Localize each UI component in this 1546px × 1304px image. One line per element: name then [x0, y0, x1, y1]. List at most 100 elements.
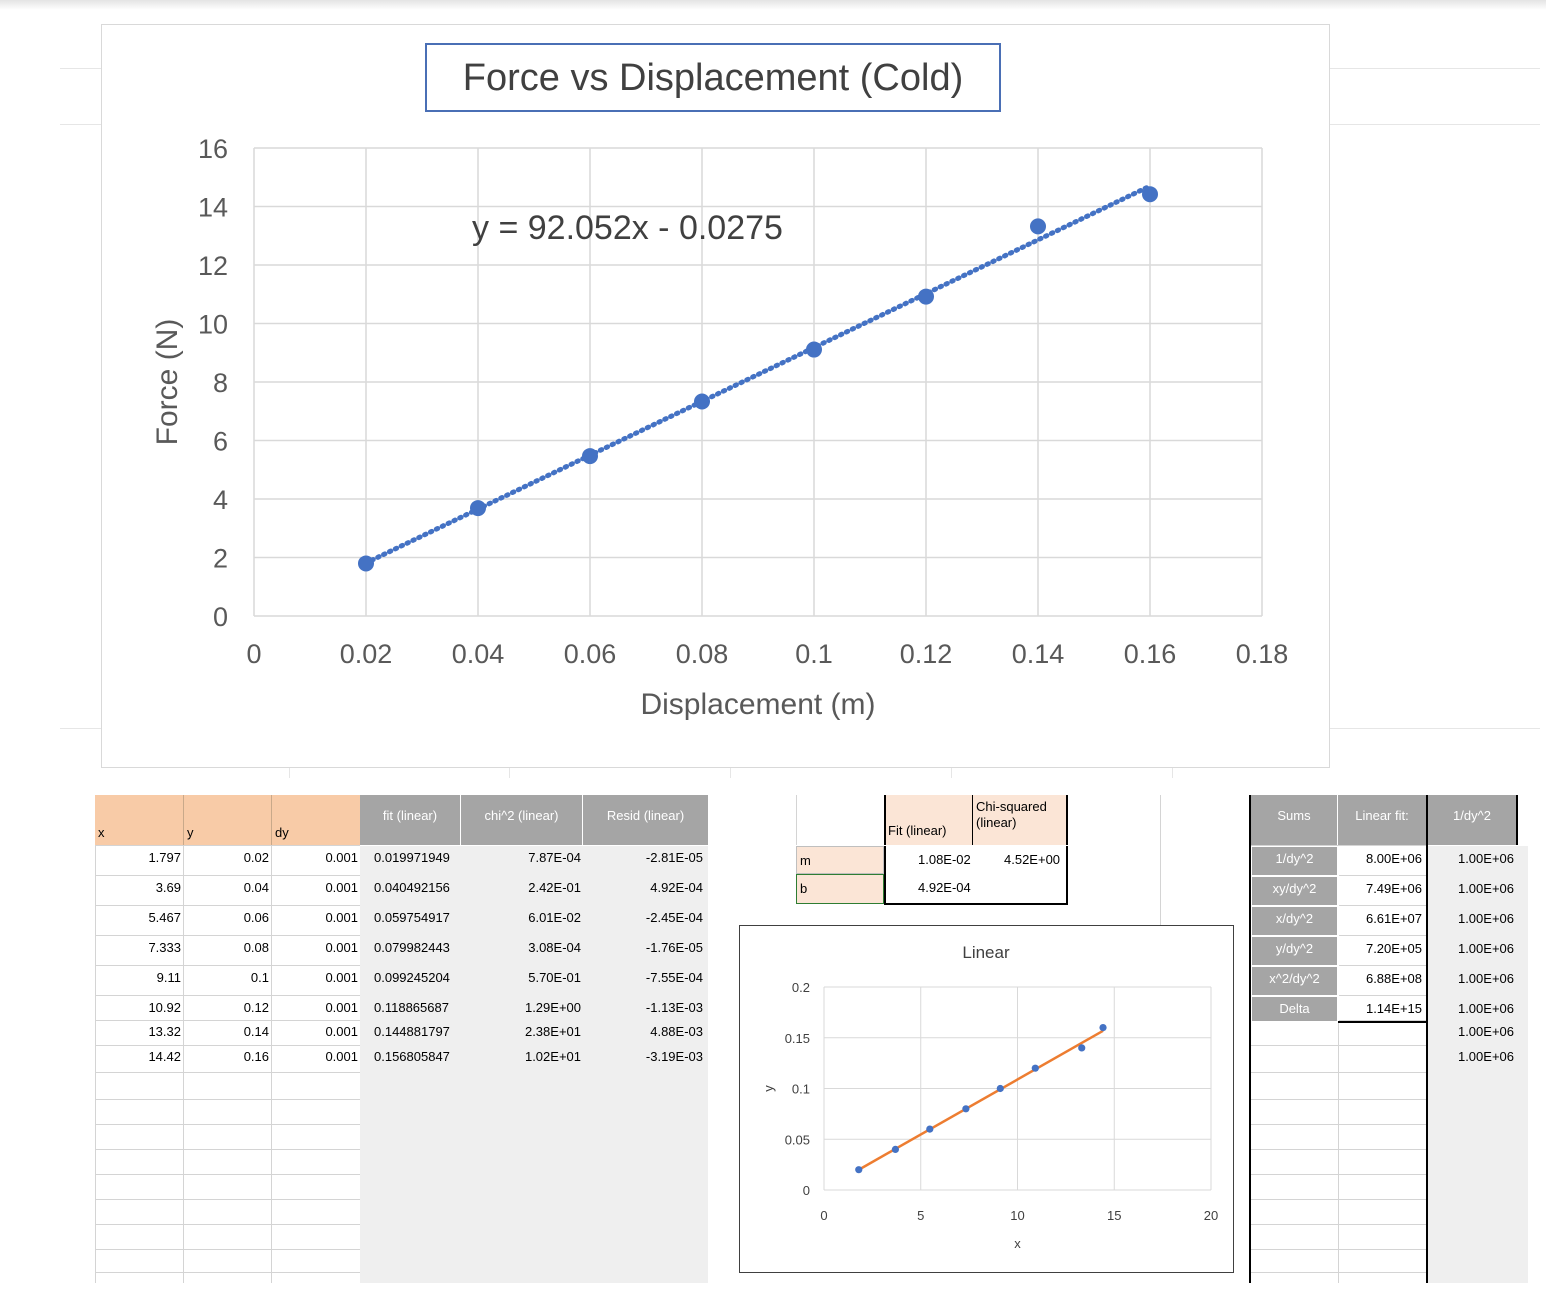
- cell-resid[interactable]: -1.13E-03: [645, 1000, 703, 1015]
- cell-fit[interactable]: 0.118865687: [374, 1000, 449, 1015]
- cell-y[interactable]: 0.06: [243, 910, 269, 925]
- sums-row-label[interactable]: x/dy^2: [1251, 906, 1338, 936]
- y-tick-label: 0.05: [785, 1132, 810, 1147]
- cell-dy[interactable]: 0.001: [325, 850, 358, 865]
- cell-x[interactable]: 1.797: [148, 850, 181, 865]
- inv-dy2-value[interactable]: 1.00E+06: [1457, 1049, 1514, 1064]
- sums-row-label[interactable]: Delta: [1251, 996, 1338, 1022]
- x-tick-label: 0.16: [1124, 639, 1177, 669]
- chart-title[interactable]: Force vs Displacement (Cold): [425, 43, 1001, 112]
- x-tick-label: 20: [1204, 1208, 1218, 1223]
- cell-dy[interactable]: 0.001: [325, 970, 358, 985]
- gray-fill-area: [360, 846, 708, 1283]
- header-resid[interactable]: Resid (linear): [583, 795, 708, 845]
- fit-m-value[interactable]: 1.08E-02: [884, 846, 972, 874]
- cell-chi2[interactable]: 1.29E+00: [524, 1000, 581, 1015]
- cell-fit[interactable]: 0.019971949: [374, 850, 450, 865]
- cell-dy[interactable]: 0.001: [325, 1049, 358, 1064]
- cell-chi2[interactable]: 3.08E-04: [528, 940, 581, 955]
- inv-dy2-value[interactable]: 1.00E+06: [1457, 1024, 1514, 1039]
- sums-header[interactable]: Sums: [1251, 795, 1338, 845]
- row-gridline: [95, 935, 360, 936]
- sums-row-value[interactable]: 7.20E+05: [1365, 941, 1422, 956]
- cell-fit[interactable]: 0.059754917: [374, 910, 450, 925]
- cell-fit[interactable]: 0.144881797: [374, 1024, 450, 1039]
- header-dy[interactable]: dy: [271, 795, 360, 845]
- sums-row-value[interactable]: 6.61E+07: [1365, 911, 1422, 926]
- header-fit[interactable]: fit (linear): [360, 795, 461, 845]
- cell-y[interactable]: 0.12: [243, 1000, 269, 1015]
- inv-dy2-value[interactable]: 1.00E+06: [1457, 941, 1514, 956]
- sums-row-value[interactable]: 6.88E+08: [1365, 971, 1422, 986]
- param-m-label[interactable]: m: [796, 846, 884, 874]
- cell-resid[interactable]: -2.81E-05: [645, 850, 703, 865]
- cell-x[interactable]: 5.467: [148, 910, 181, 925]
- inv-dy2-header[interactable]: 1/dy^2: [1428, 795, 1516, 845]
- cell-resid[interactable]: 4.92E-04: [650, 880, 703, 895]
- cell-y[interactable]: 0.08: [243, 940, 269, 955]
- cell-chi2[interactable]: 1.02E+01: [524, 1049, 581, 1064]
- sums-row-value[interactable]: 1.14E+15: [1365, 1001, 1422, 1016]
- cell-fit[interactable]: 0.099245204: [374, 970, 450, 985]
- cell-chi2[interactable]: 6.01E-02: [528, 910, 581, 925]
- cell-chi2[interactable]: 2.38E+01: [524, 1024, 581, 1039]
- cell-fit[interactable]: 0.079982443: [374, 940, 450, 955]
- linear-fit-header[interactable]: Linear fit:: [1338, 795, 1426, 845]
- cell-resid[interactable]: -7.55E-04: [645, 970, 703, 985]
- sums-row-label[interactable]: y/dy^2: [1251, 936, 1338, 966]
- chi-empty[interactable]: [972, 874, 1068, 904]
- cell-fit[interactable]: 0.156805847: [374, 1049, 450, 1064]
- cell-y[interactable]: 0.14: [243, 1024, 269, 1039]
- cell-resid[interactable]: -1.76E-05: [645, 940, 703, 955]
- cell-dy[interactable]: 0.001: [325, 910, 358, 925]
- chi-squared-header[interactable]: Chi-squared (linear): [972, 795, 1068, 845]
- inv-dy2-value[interactable]: 1.00E+06: [1457, 1001, 1514, 1016]
- cell-chi2[interactable]: 7.87E-04: [528, 850, 581, 865]
- cell-fit[interactable]: 0.040492156: [374, 880, 450, 895]
- linear-chart[interactable]: Linear 0 0.05 0.1 0.15 0.2 0 5 10 15 20 x y: [739, 925, 1234, 1273]
- header-chi2[interactable]: chi^2 (linear): [461, 795, 583, 845]
- cell-x[interactable]: 13.32: [148, 1024, 181, 1039]
- inv-dy2-value[interactable]: 1.00E+06: [1457, 971, 1514, 986]
- sums-row-value[interactable]: 8.00E+06: [1365, 851, 1422, 866]
- cell-y[interactable]: 0.1: [250, 970, 269, 985]
- sums-row-label[interactable]: x^2/dy^2: [1251, 966, 1338, 996]
- cell-x[interactable]: 7.333: [148, 940, 181, 955]
- header-y[interactable]: y: [183, 795, 271, 845]
- row-gridline: [1251, 1099, 1427, 1100]
- sums-row-value[interactable]: 7.49E+06: [1365, 881, 1422, 896]
- cell-y[interactable]: 0.02: [243, 850, 269, 865]
- cell-dy[interactable]: 0.001: [325, 1024, 358, 1039]
- sums-row-label[interactable]: 1/dy^2: [1251, 846, 1338, 876]
- header-x[interactable]: x: [95, 795, 183, 845]
- trendline: [363, 183, 1153, 566]
- chi-value[interactable]: 4.52E+00: [972, 846, 1068, 874]
- cell-x[interactable]: 9.11: [156, 970, 181, 985]
- cell-x[interactable]: 3.69: [155, 880, 181, 895]
- cell-dy[interactable]: 0.001: [325, 1000, 358, 1015]
- col-gridline: [1338, 1023, 1339, 1283]
- sums-row-label[interactable]: xy/dy^2: [1251, 876, 1338, 906]
- cell-dy[interactable]: 0.001: [325, 880, 358, 895]
- cell-chi2[interactable]: 5.70E-01: [528, 970, 581, 985]
- cell-chi2[interactable]: 2.42E-01: [528, 880, 581, 895]
- cell-resid[interactable]: 4.88E-03: [650, 1024, 703, 1039]
- fit-header[interactable]: Fit (linear): [884, 795, 972, 845]
- inv-dy2-value[interactable]: 1.00E+06: [1457, 881, 1514, 896]
- data-point: [1142, 186, 1158, 203]
- x-tick-label: 0: [820, 1208, 827, 1223]
- fit-b-value[interactable]: 4.92E-04: [884, 874, 972, 904]
- x-tick-label: 0.08: [676, 639, 729, 669]
- cell-x[interactable]: 10.92: [148, 1000, 181, 1015]
- cell-y[interactable]: 0.04: [243, 880, 269, 895]
- force-displacement-chart[interactable]: 0 2 4 6 8 10 12 14 16 0 0.02 0.04 0.06 0.08 0.1 0.12 0.1…: [101, 24, 1330, 768]
- cell-resid[interactable]: -3.19E-03: [645, 1049, 703, 1064]
- cell-y[interactable]: 0.16: [243, 1049, 269, 1064]
- row-gridline: [95, 1072, 360, 1073]
- cell-x[interactable]: 14.42: [148, 1049, 181, 1064]
- cell-resid[interactable]: -2.45E-04: [645, 910, 703, 925]
- param-b-label[interactable]: b: [796, 874, 884, 904]
- cell-dy[interactable]: 0.001: [325, 940, 358, 955]
- inv-dy2-value[interactable]: 1.00E+06: [1457, 911, 1514, 926]
- inv-dy2-value[interactable]: 1.00E+06: [1457, 851, 1514, 866]
